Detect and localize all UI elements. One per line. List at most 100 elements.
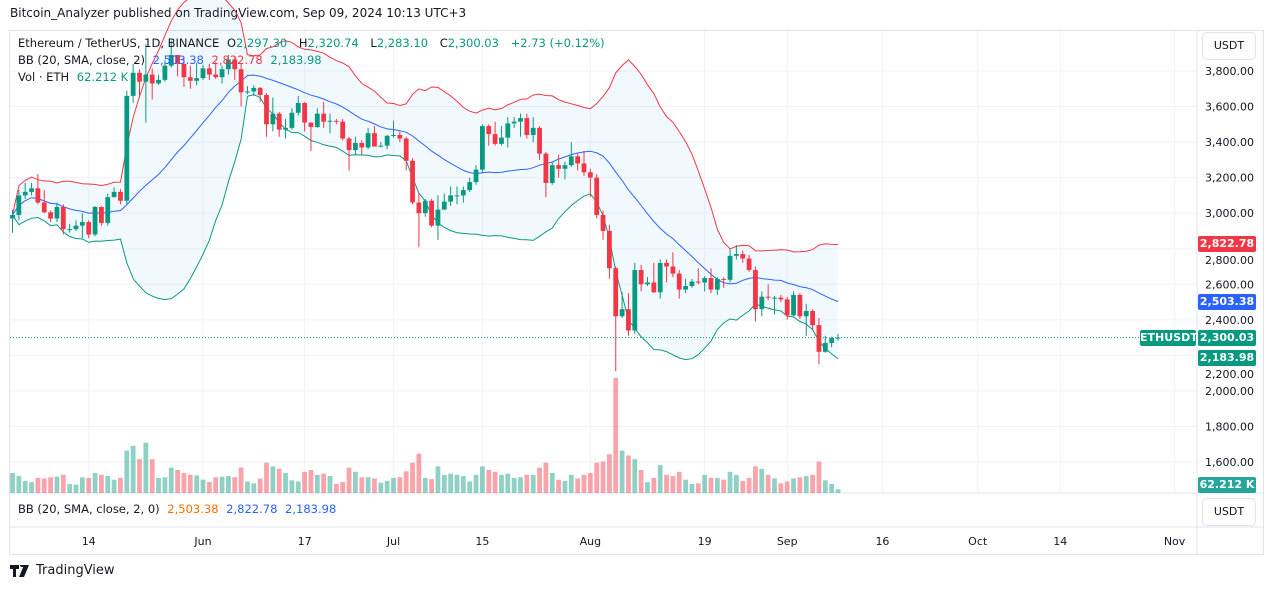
volume-bar bbox=[734, 474, 739, 493]
volume-bar bbox=[429, 479, 434, 493]
currency-button[interactable]: USDT bbox=[1202, 32, 1256, 60]
volume-bar bbox=[403, 471, 409, 493]
volume-label[interactable]: Vol · ETH bbox=[18, 70, 70, 84]
open-value: 2,297.30 bbox=[236, 36, 288, 50]
volume-bar bbox=[149, 459, 155, 493]
high-value: 2,320.74 bbox=[307, 36, 359, 50]
low-label: L bbox=[370, 36, 377, 50]
volume-bar bbox=[289, 480, 295, 493]
volume-bar bbox=[245, 481, 250, 493]
candle-body bbox=[448, 195, 454, 202]
volume-bar bbox=[333, 483, 339, 493]
volume-bar bbox=[435, 466, 441, 493]
volume-bar bbox=[99, 474, 104, 493]
volume-bar bbox=[816, 461, 822, 493]
bb-lower-value: 2,183.98 bbox=[270, 53, 322, 67]
candle-body bbox=[372, 133, 377, 147]
candle-body bbox=[232, 59, 238, 70]
last-price-label: 2,300.03 bbox=[1198, 330, 1256, 346]
candle-body bbox=[206, 68, 212, 75]
y-tick-label: 3,800.00 bbox=[1205, 65, 1254, 78]
change-value: +2.73 (+0.12%) bbox=[510, 36, 605, 50]
volume-bar bbox=[467, 481, 473, 493]
volume-bar bbox=[130, 445, 136, 493]
candle-body bbox=[797, 294, 803, 317]
volume-bar bbox=[422, 477, 428, 493]
bb-basis-value: 2,503.38 bbox=[152, 53, 204, 67]
candle-body bbox=[251, 87, 257, 92]
candle-body bbox=[518, 118, 523, 122]
volume-bar bbox=[600, 461, 606, 493]
candle-body bbox=[181, 63, 187, 78]
bb-basis-price-label: 2,503.38 bbox=[1198, 294, 1256, 310]
x-tick-label: 15 bbox=[475, 535, 489, 548]
volume-bar bbox=[448, 473, 454, 493]
volume-bar bbox=[784, 481, 790, 493]
volume-bar bbox=[22, 480, 28, 493]
x-tick-label: Oct bbox=[968, 535, 988, 548]
bb-label[interactable]: BB (20, SMA, close, 2) bbox=[18, 53, 145, 67]
tradingview-logo[interactable]: TradingView bbox=[10, 563, 115, 578]
candle-body bbox=[638, 270, 644, 285]
x-tick-label: Jun bbox=[193, 535, 211, 548]
candle-body bbox=[410, 160, 415, 203]
volume-bar bbox=[473, 474, 479, 493]
volume-bar bbox=[226, 476, 231, 493]
candle-body bbox=[257, 87, 263, 95]
volume-bar bbox=[505, 473, 511, 493]
volume-bar bbox=[238, 467, 244, 493]
candle-body bbox=[676, 273, 682, 290]
volume-bar bbox=[111, 479, 117, 493]
candle-body bbox=[156, 79, 161, 84]
candle-body bbox=[86, 222, 92, 235]
volume-bar bbox=[295, 481, 301, 493]
volume-bar bbox=[124, 450, 130, 493]
candle-body bbox=[721, 278, 727, 280]
candle-body bbox=[416, 202, 422, 214]
candle-body bbox=[48, 212, 53, 219]
x-tick-label: 19 bbox=[698, 535, 712, 548]
volume-bar bbox=[372, 478, 377, 493]
candle-body bbox=[607, 230, 612, 269]
volume-bar bbox=[314, 474, 320, 493]
bb-upper-value: 2,822.78 bbox=[211, 53, 263, 67]
candle-body bbox=[454, 195, 460, 197]
candle-body bbox=[727, 255, 733, 280]
candle-body bbox=[537, 127, 542, 154]
volume-bar bbox=[353, 471, 358, 493]
candle-body bbox=[105, 197, 111, 223]
candle-body bbox=[391, 134, 396, 136]
symbol-legend: Ethereum / TetherUS, 1D, BINANCE O2,297.… bbox=[18, 36, 609, 50]
volume-bar bbox=[60, 474, 66, 493]
lower-bb-upper: 2,822.78 bbox=[226, 502, 278, 516]
volume-bar bbox=[264, 462, 269, 493]
candle-body bbox=[568, 156, 574, 166]
candle-body bbox=[10, 214, 15, 219]
candle-body bbox=[67, 229, 73, 231]
candle-body bbox=[511, 121, 517, 124]
candle-body bbox=[60, 206, 66, 230]
y-tick-label: 3,400.00 bbox=[1205, 136, 1254, 149]
lower-bb-label[interactable]: BB (20, SMA, close, 2, 0) bbox=[18, 502, 160, 516]
candle-body bbox=[397, 134, 403, 139]
candle-body bbox=[435, 209, 441, 226]
volume-price-label: 62.212 K bbox=[1198, 477, 1256, 493]
low-value: 2,283.10 bbox=[376, 36, 429, 50]
symbol-title[interactable]: Ethereum / TetherUS, 1D, BINANCE bbox=[18, 36, 220, 50]
volume-bar bbox=[346, 467, 352, 493]
volume-bar bbox=[556, 479, 561, 493]
candle-body bbox=[314, 113, 320, 127]
close-value: 2,300.03 bbox=[447, 36, 499, 50]
high-label: H bbox=[298, 36, 308, 50]
volume-bar bbox=[797, 477, 803, 493]
volume-bar bbox=[581, 474, 587, 493]
candle-body bbox=[657, 262, 663, 293]
lower-currency-button[interactable]: USDT bbox=[1202, 498, 1256, 526]
candle-body bbox=[689, 281, 695, 287]
candle-body bbox=[791, 294, 796, 316]
candle-body bbox=[670, 266, 676, 274]
volume-bar bbox=[721, 479, 727, 493]
candle-body bbox=[486, 126, 492, 135]
volume-bar bbox=[530, 474, 536, 493]
